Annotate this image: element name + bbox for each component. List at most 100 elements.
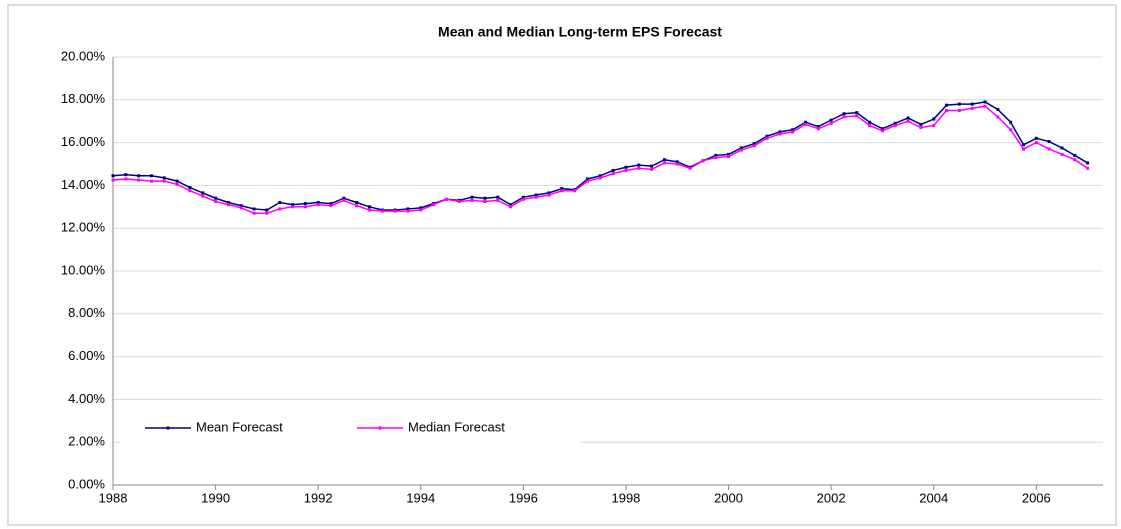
point: [932, 117, 936, 121]
point: [419, 208, 423, 212]
legend-marker: [166, 426, 170, 430]
point: [803, 120, 807, 124]
point: [124, 173, 128, 177]
point: [175, 179, 179, 183]
point: [624, 168, 628, 172]
point: [855, 111, 859, 115]
y-tick-label: 6.00%: [68, 348, 105, 363]
point: [419, 206, 423, 210]
point: [201, 194, 205, 198]
point: [444, 197, 448, 201]
point: [329, 202, 333, 206]
x-tick-label: 1990: [201, 490, 230, 505]
point: [791, 130, 795, 134]
point: [1047, 147, 1051, 151]
point: [214, 196, 218, 200]
point: [316, 201, 320, 205]
point: [496, 195, 500, 199]
x-tick-label: 2000: [714, 490, 743, 505]
point: [329, 204, 333, 208]
point: [1009, 128, 1013, 132]
point: [932, 123, 936, 127]
point: [842, 112, 846, 116]
point: [1034, 141, 1038, 145]
point: [483, 199, 487, 203]
point: [701, 159, 705, 163]
point: [188, 189, 192, 193]
point: [855, 114, 859, 118]
point: [970, 106, 974, 110]
point: [509, 205, 513, 209]
point: [829, 121, 833, 125]
point: [842, 115, 846, 119]
point: [893, 123, 897, 127]
legend-label: Median Forecast: [408, 419, 505, 434]
point: [1073, 158, 1077, 162]
point: [214, 199, 218, 203]
point: [380, 209, 384, 213]
point: [534, 195, 538, 199]
point: [650, 167, 654, 171]
point: [945, 109, 949, 112]
point: [470, 198, 474, 202]
point: [175, 182, 179, 186]
point: [598, 176, 602, 180]
point: [239, 206, 243, 210]
point: [675, 160, 679, 164]
point: [662, 158, 666, 162]
point: [778, 130, 782, 134]
y-tick-label: 10.00%: [61, 262, 106, 277]
point: [496, 198, 500, 202]
point: [149, 174, 153, 178]
y-tick-label: 0.00%: [68, 476, 105, 491]
point: [547, 193, 551, 197]
point: [1047, 140, 1051, 144]
point: [432, 203, 436, 207]
point: [111, 178, 115, 182]
point: [727, 152, 731, 156]
point: [739, 146, 743, 150]
y-tick-label: 12.00%: [61, 220, 106, 235]
point: [970, 102, 974, 106]
point: [714, 156, 718, 160]
point: [137, 178, 141, 182]
x-tick-label: 1992: [304, 490, 333, 505]
point: [111, 174, 115, 178]
point: [201, 191, 205, 195]
point: [598, 174, 602, 178]
point: [624, 165, 628, 169]
point: [880, 129, 884, 133]
point: [303, 205, 307, 209]
point: [560, 187, 564, 191]
x-tick-label: 2004: [919, 490, 948, 505]
point: [291, 203, 295, 207]
point: [611, 168, 615, 172]
point: [816, 125, 820, 129]
chart-title: Mean and Median Long-term EPS Forecast: [438, 24, 722, 40]
point: [1060, 146, 1064, 150]
point: [816, 127, 820, 131]
point: [752, 144, 756, 148]
point: [739, 148, 743, 152]
y-tick-label: 20.00%: [61, 48, 106, 63]
point: [611, 172, 615, 176]
x-tick-label: 1994: [406, 490, 435, 505]
point: [585, 179, 589, 183]
point: [765, 136, 769, 140]
point: [1073, 153, 1077, 157]
point: [778, 132, 782, 136]
point: [880, 127, 884, 131]
point: [509, 203, 513, 207]
point: [483, 196, 487, 200]
point: [226, 203, 230, 207]
point: [265, 211, 269, 215]
point: [868, 123, 872, 127]
point: [278, 207, 282, 211]
point: [534, 193, 538, 197]
point: [1021, 147, 1025, 151]
point: [868, 120, 872, 124]
point: [1086, 161, 1090, 165]
x-tick-label: 2002: [817, 490, 846, 505]
y-tick-label: 2.00%: [68, 434, 105, 449]
point: [355, 201, 359, 205]
